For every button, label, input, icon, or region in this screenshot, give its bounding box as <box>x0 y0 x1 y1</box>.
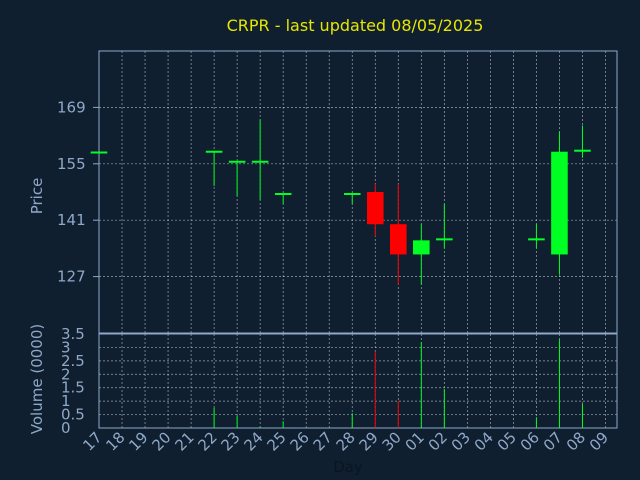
price-tick-label: 169 <box>57 98 86 116</box>
price-frame <box>98 50 618 334</box>
volume-tick-label: 3.5 <box>61 325 85 343</box>
volume-tick-label: 3 <box>61 338 71 356</box>
volume-axis-label: Volume (0000) <box>28 324 46 434</box>
volume-tick-label: 1 <box>61 392 71 410</box>
volume-tick-label: 0 <box>61 419 71 437</box>
candle-body <box>366 192 384 225</box>
price-tick-label: 127 <box>57 268 86 286</box>
candle-body <box>390 224 407 255</box>
price-tick-label: 141 <box>57 211 86 229</box>
volume-tick-label: 0.5 <box>61 406 85 424</box>
volume-frame <box>98 333 618 429</box>
candle-body <box>551 151 568 255</box>
price-tick-label: 155 <box>57 155 86 173</box>
volume-tick-label: 2 <box>61 365 71 383</box>
volume-tick-label: 1.5 <box>61 379 85 397</box>
candle-body <box>528 238 545 241</box>
candle-body <box>574 149 591 152</box>
chart-title: CRPR - last updated 08/05/2025 <box>227 16 484 35</box>
price-axis-label: Price <box>28 178 46 215</box>
candle-body <box>413 240 430 255</box>
day-tick-label: 09 <box>586 428 612 454</box>
candle-body <box>436 238 453 241</box>
day-axis-label: Day <box>333 458 363 476</box>
price-panel: 127 141 155 169 Price <box>28 50 618 334</box>
volume-tick-label: 2.5 <box>61 352 85 370</box>
